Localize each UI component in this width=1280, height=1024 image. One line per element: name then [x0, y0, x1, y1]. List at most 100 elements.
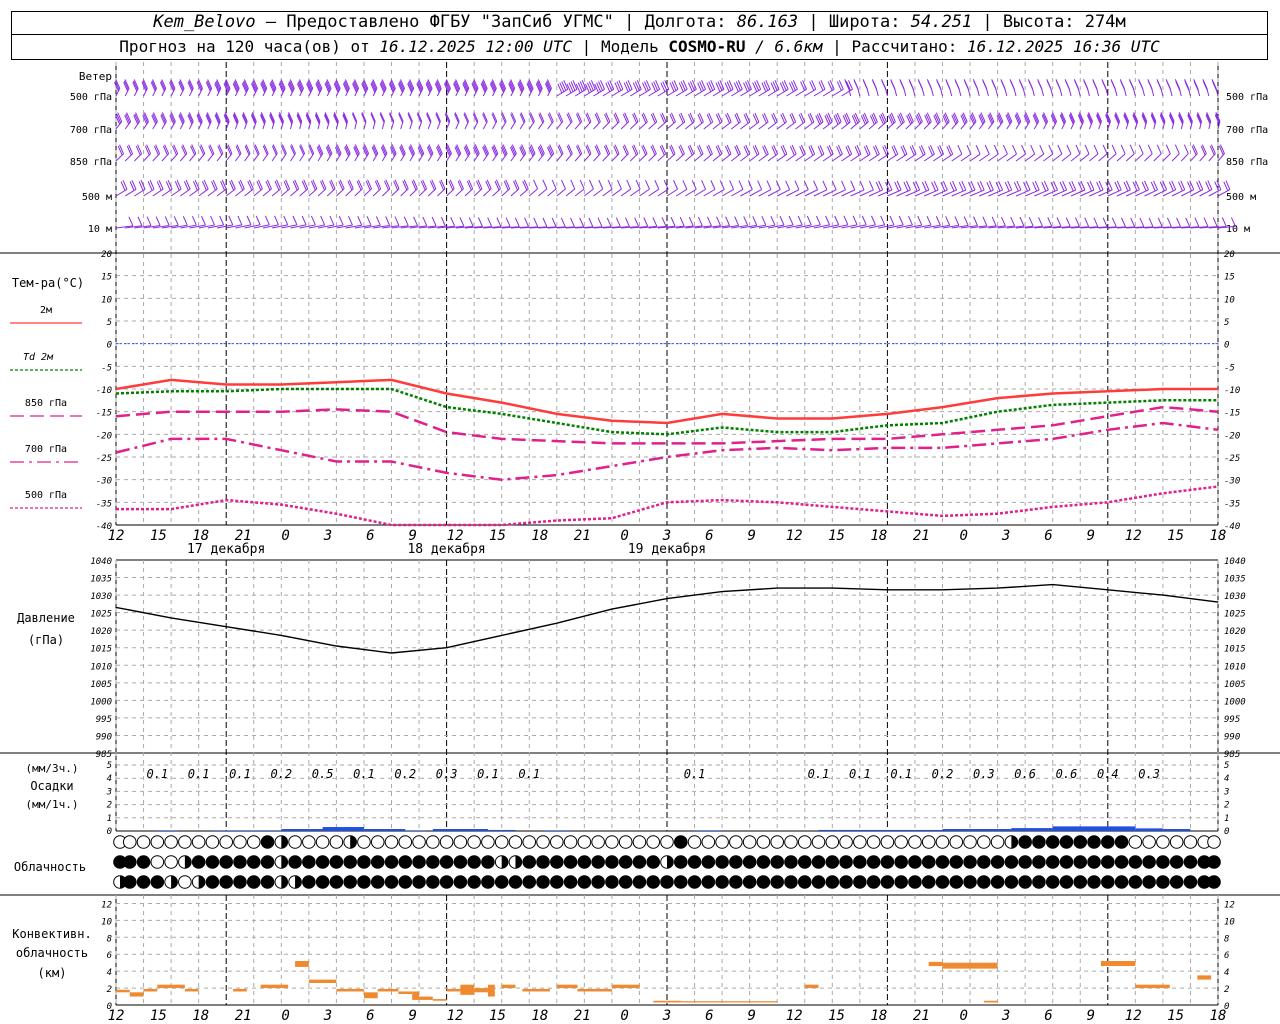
wind-barb-feather — [152, 79, 158, 89]
cloud-symbol — [191, 875, 206, 889]
wind-barb-feather — [669, 145, 675, 156]
temp-series-line — [115, 421, 1219, 481]
wind-barb-feather — [1187, 114, 1193, 125]
cloud-fill-full — [440, 875, 453, 889]
wind-barb-feather — [306, 113, 311, 123]
wind-barb — [400, 225, 418, 229]
wind-barb — [1199, 226, 1218, 229]
wind-barb-feather — [362, 80, 368, 90]
wind-barb-feather — [137, 216, 143, 226]
wind-barb-feather — [310, 215, 316, 226]
cloud-fill-full — [881, 855, 894, 869]
wind-barb-feather — [689, 144, 695, 155]
wind-barb-feather — [427, 79, 433, 89]
wind-barb-feather — [511, 144, 517, 154]
wind-barb-feather — [946, 146, 952, 156]
wind-barb-feather — [402, 180, 408, 191]
cloud-symbol — [591, 835, 605, 849]
wind-barb-feather — [966, 144, 972, 155]
wind-barb-feather — [436, 145, 442, 156]
wind-barb — [1034, 153, 1045, 162]
wind-barb — [923, 189, 939, 197]
cloud-fill-full — [867, 855, 880, 869]
wind-barb-feather — [403, 179, 409, 189]
wind-barb — [483, 226, 501, 229]
wind-barb-feather — [530, 144, 536, 154]
wind-barb-feather — [1105, 113, 1111, 123]
wind-barb-feather — [1156, 144, 1162, 154]
convective-cloud-bar — [942, 962, 998, 969]
cloud-symbol — [494, 855, 509, 869]
wind-barb-feather — [765, 80, 771, 90]
cloud-symbol — [660, 875, 674, 889]
wind-barb — [905, 189, 920, 197]
wind-barb-feather — [390, 145, 396, 156]
wind-barb-feather — [327, 144, 333, 154]
wind-barb-feather — [528, 147, 534, 157]
cloud-symbol — [481, 875, 495, 889]
wind-barb-feather — [285, 179, 291, 190]
wind-barb-feather — [256, 180, 262, 191]
convective-cloud-bar — [487, 984, 495, 997]
wind-barb-feather — [214, 83, 220, 93]
cloud-symbol — [260, 855, 275, 869]
wind-barb-feather — [474, 144, 480, 154]
precip-tick-label: 4 — [107, 774, 112, 784]
cloud-symbol — [1207, 835, 1221, 849]
cloud-circle — [412, 835, 426, 849]
wind-barb-feather — [979, 113, 985, 124]
time-tick-label: 18 — [1210, 528, 1227, 544]
cloud-fill-half — [350, 835, 357, 849]
wind-barb-feather — [806, 215, 812, 226]
wind-barb-feather — [1178, 112, 1184, 122]
wind-barb-feather — [829, 80, 835, 90]
wind-barb-feather — [586, 112, 592, 122]
cloud-fill-full — [1018, 875, 1032, 889]
cloud-symbol — [1169, 855, 1184, 869]
cloud-fill-full — [826, 875, 839, 889]
wind-barb — [382, 225, 400, 229]
wind-barb-feather — [754, 112, 760, 123]
wind-barb-feather — [287, 113, 293, 123]
wind-barb-feather — [756, 80, 762, 90]
wind-barb-feather — [1162, 180, 1168, 190]
wind-barb-feather — [448, 180, 454, 191]
wind-barb-feather — [1028, 80, 1034, 90]
wind-barb-feather — [752, 146, 758, 156]
model-label: Модель — [600, 37, 659, 56]
wind-barb-feather — [409, 79, 415, 89]
wind-barb-feather — [169, 114, 175, 125]
wind-barb-feather — [336, 144, 342, 154]
wind-barb-feather — [1074, 80, 1080, 90]
wind-barb-feather — [698, 144, 704, 155]
cloud-circle — [494, 835, 509, 849]
wind-barb-feather — [1034, 112, 1040, 122]
wind-barb-feather — [143, 113, 149, 124]
cloud-circle — [453, 835, 468, 849]
cloud-fill-full — [219, 855, 233, 869]
wind-barb-feather — [270, 81, 276, 92]
wind-barb — [575, 226, 593, 229]
convective-cloud-bar — [295, 961, 309, 967]
wind-barb-feather — [809, 112, 815, 123]
cloud-fill-full — [1184, 875, 1197, 889]
wind-barb-feather — [641, 145, 647, 156]
wind-barb-feather — [216, 79, 222, 89]
wind-barb-feather — [1105, 114, 1110, 125]
wind-title: Ветер — [79, 70, 112, 83]
wind-barb-feather — [226, 145, 232, 156]
wind-barb — [758, 224, 776, 229]
wind-barb-feather — [242, 81, 248, 92]
pressure-tick-label: 1005 — [90, 680, 112, 690]
time-tick-label: 3 — [1001, 528, 1010, 544]
wind-barb — [648, 188, 660, 197]
cloud-circle — [701, 835, 716, 849]
wind-barb-feather — [650, 113, 656, 124]
precip-3h-label: 0.1 — [890, 767, 912, 781]
wind-barb-feather — [1141, 113, 1147, 123]
precip-3h-label: 0.1 — [849, 767, 871, 781]
wind-barb-feather — [1187, 113, 1193, 123]
wind-barb-feather — [622, 145, 628, 156]
wind-barb — [850, 224, 867, 229]
temp-tick-label: -15 — [96, 409, 112, 419]
